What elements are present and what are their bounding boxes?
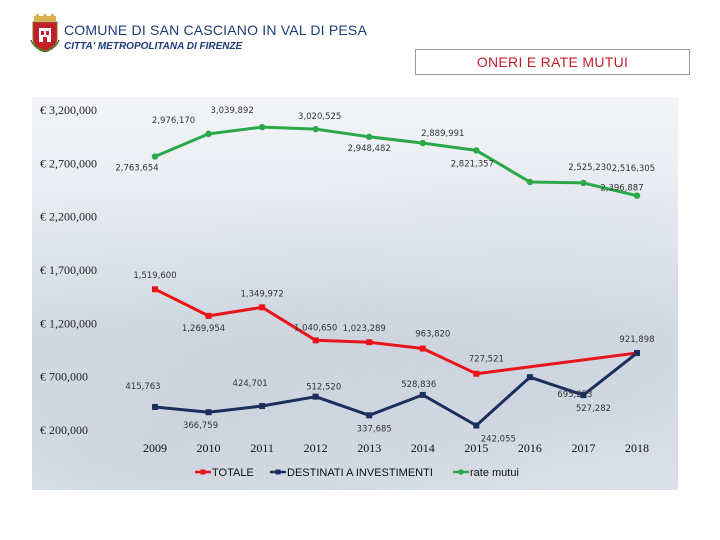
data-point bbox=[205, 312, 212, 319]
data-point bbox=[419, 139, 426, 147]
x-tick-label: 2013 bbox=[357, 441, 381, 455]
data-point bbox=[366, 412, 373, 419]
x-tick-label: 2012 bbox=[304, 441, 328, 455]
data-point bbox=[205, 409, 212, 416]
x-tick-label: 2016 bbox=[518, 441, 542, 455]
data-label: 2,948,482 bbox=[348, 144, 391, 154]
data-label: 242,055 bbox=[481, 435, 516, 445]
data-point bbox=[312, 393, 319, 400]
x-tick-label: 2018 bbox=[625, 441, 649, 455]
data-label: 3,039,892 bbox=[210, 106, 253, 116]
y-tick-label: € 1,700,000 bbox=[40, 263, 97, 277]
data-point bbox=[151, 153, 159, 160]
data-point bbox=[419, 391, 426, 398]
data-point bbox=[152, 286, 158, 293]
legend-label: DESTINATI A INVESTIMENTI bbox=[287, 467, 433, 479]
data-point bbox=[634, 349, 640, 356]
data-label: 415,763 bbox=[125, 382, 160, 392]
y-tick-label: € 2,200,000 bbox=[40, 210, 97, 224]
legend-label: TOTALE bbox=[212, 467, 254, 479]
series-line-1 bbox=[154, 351, 638, 427]
series-line-0 bbox=[154, 287, 638, 376]
municipal-crest-icon bbox=[30, 14, 60, 52]
chart-background-photo bbox=[32, 97, 678, 490]
slide-title: ONERI E RATE MUTUI bbox=[415, 49, 690, 75]
data-point bbox=[259, 304, 266, 311]
data-point bbox=[580, 179, 587, 187]
x-tick-label: 2015 bbox=[464, 441, 488, 455]
data-label: 921,898 bbox=[619, 335, 654, 345]
data-point bbox=[366, 339, 373, 346]
series-line-2 bbox=[154, 125, 638, 198]
data-label: 424,701 bbox=[233, 379, 268, 389]
data-label: 3,020,525 bbox=[298, 112, 341, 122]
data-label: 528,836 bbox=[401, 380, 436, 390]
x-tick-label: 2011 bbox=[250, 441, 274, 455]
data-label: 1,023,289 bbox=[343, 324, 386, 334]
x-tick-label: 2017 bbox=[571, 441, 595, 455]
data-point bbox=[473, 147, 480, 154]
data-point bbox=[473, 422, 480, 429]
y-tick-label: € 700,000 bbox=[40, 370, 88, 384]
y-tick-label: € 2,700,000 bbox=[40, 156, 97, 170]
data-label: 1,040,650 bbox=[294, 323, 337, 333]
x-tick-label: 2009 bbox=[143, 441, 167, 455]
data-label: 1,519,600 bbox=[133, 271, 176, 281]
data-point bbox=[526, 178, 534, 186]
data-point bbox=[205, 130, 212, 138]
data-point bbox=[259, 403, 266, 410]
data-label: 337,685 bbox=[357, 424, 392, 434]
x-tick-label: 2010 bbox=[197, 441, 221, 455]
data-label: 2,976,170 bbox=[152, 116, 195, 126]
data-label: 727,521 bbox=[469, 355, 504, 365]
data-label: 2,763,654 bbox=[115, 164, 158, 174]
data-point bbox=[258, 123, 266, 131]
legend-marker bbox=[275, 469, 281, 475]
y-tick-label: € 200,000 bbox=[40, 423, 88, 437]
org-title: COMUNE DI SAN CASCIANO IN VAL DI PESA bbox=[64, 22, 368, 38]
slide-header: COMUNE DI SAN CASCIANO IN VAL DI PESA CI… bbox=[0, 0, 720, 95]
y-tick-label: € 1,200,000 bbox=[40, 316, 97, 330]
data-label: 527,282 bbox=[576, 404, 611, 414]
legend-label: rate mutui bbox=[470, 467, 519, 479]
data-point bbox=[366, 133, 373, 141]
data-label: 512,520 bbox=[306, 383, 341, 393]
data-point bbox=[419, 345, 426, 352]
data-point bbox=[580, 392, 587, 399]
data-point bbox=[633, 192, 641, 199]
data-label: 2,516,305 bbox=[612, 164, 655, 174]
y-tick-label: € 3,200,000 bbox=[40, 103, 97, 117]
legend-marker bbox=[458, 469, 464, 475]
data-label: 1,269,954 bbox=[182, 324, 225, 334]
data-label: 1,349,972 bbox=[240, 289, 283, 299]
legend-marker bbox=[200, 469, 206, 475]
data-label: 2,889,991 bbox=[421, 129, 464, 139]
data-point bbox=[152, 403, 158, 410]
data-point bbox=[526, 374, 533, 381]
data-label: 695,253 bbox=[557, 390, 592, 400]
data-label: 2,821,357 bbox=[451, 159, 494, 169]
data-point bbox=[312, 125, 319, 133]
data-label: 963,820 bbox=[415, 330, 450, 340]
org-subtitle: CITTA' METROPOLITANA DI FIRENZE bbox=[64, 41, 243, 52]
data-label: 366,759 bbox=[183, 421, 218, 431]
data-label: 2,396,887 bbox=[600, 184, 643, 194]
data-point bbox=[312, 337, 319, 344]
data-label: 2,525,230 bbox=[568, 163, 611, 173]
x-tick-label: 2014 bbox=[411, 441, 435, 455]
data-point bbox=[473, 370, 480, 377]
